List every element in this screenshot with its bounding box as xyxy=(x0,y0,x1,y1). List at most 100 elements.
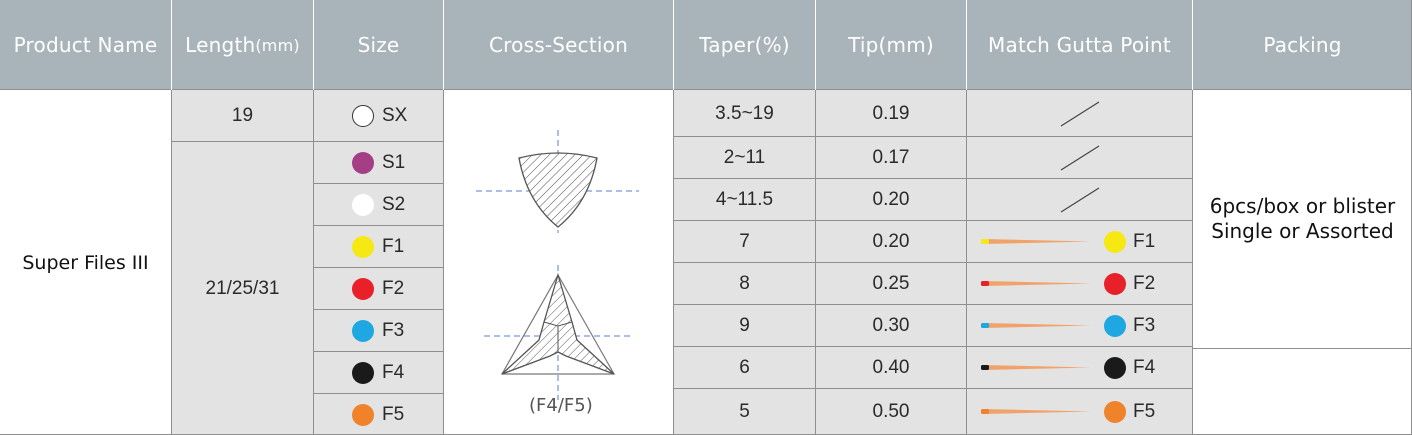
taper-value: 5 xyxy=(739,401,750,422)
tip-value: 0.30 xyxy=(872,314,910,336)
size-cell: F3 xyxy=(314,310,443,351)
tip-value: 0.50 xyxy=(872,401,910,422)
gutta-color-band xyxy=(981,322,989,328)
row-divider xyxy=(674,220,1192,221)
tip-value: 0.20 xyxy=(872,230,910,252)
tip-value: 0.20 xyxy=(872,188,910,210)
tip-cell: 0.20 xyxy=(816,179,966,220)
triangle-outline xyxy=(500,273,616,375)
tip-cell: 0.50 xyxy=(816,389,966,435)
taper-value: 3.5~19 xyxy=(715,102,774,124)
taper-cell: 4~11.5 xyxy=(674,179,815,220)
row-divider xyxy=(314,267,443,268)
gutta-cell: F1 xyxy=(967,221,1192,262)
gutta-cell xyxy=(967,179,1192,220)
tip-value: 0.19 xyxy=(872,102,910,124)
tip-cell: 0.17 xyxy=(816,137,966,178)
taper-value: 2~11 xyxy=(723,146,766,168)
header-packing: Packing xyxy=(1193,0,1412,90)
size-label: F1 xyxy=(382,235,405,257)
taper-cell: 2~11 xyxy=(674,137,815,178)
row-divider xyxy=(674,136,1192,137)
size-color-dot xyxy=(352,193,374,216)
size-label: F3 xyxy=(382,319,405,341)
gutta-color-dot xyxy=(1104,272,1126,295)
gutta-color-band xyxy=(981,364,989,370)
tip-cell: 0.25 xyxy=(816,263,966,304)
gutta-point: F4 xyxy=(979,356,1155,379)
row-divider xyxy=(674,178,1192,179)
gutta-label: F1 xyxy=(1133,230,1156,252)
gutta-color-dot xyxy=(1104,401,1126,423)
taper-cell: 5 xyxy=(674,389,815,435)
gutta-point-cone xyxy=(981,238,1091,244)
size-color-dot xyxy=(352,277,374,300)
taper-value: 7 xyxy=(739,230,750,252)
header-length: Length (mm) xyxy=(172,0,313,90)
tip-cell: 0.20 xyxy=(816,221,966,262)
size-cell: SX xyxy=(314,90,443,141)
header-tip: Tip(mm) xyxy=(816,0,966,90)
gutta-point: F2 xyxy=(979,272,1155,295)
packing-line-2: Single or Assorted xyxy=(1211,219,1394,243)
size-cell: S1 xyxy=(314,142,443,183)
gutta-cell: F2 xyxy=(967,263,1192,304)
length-cell-21-25-31: 21/25/31 xyxy=(172,142,313,435)
row-divider xyxy=(674,388,1192,389)
tip-value: 0.25 xyxy=(872,272,910,294)
gutta-point-cone xyxy=(981,280,1091,286)
packing-line-1: 6pcs/box or blister xyxy=(1209,194,1396,218)
row-divider xyxy=(314,351,443,352)
gutta-cone-body xyxy=(983,364,1091,370)
size-label: S2 xyxy=(382,193,406,215)
row-divider xyxy=(674,262,1192,263)
size-cell: F2 xyxy=(314,268,443,309)
gutta-label: F4 xyxy=(1133,356,1156,378)
size-color-dot xyxy=(352,104,374,127)
size-cell: F4 xyxy=(314,352,443,393)
tip-cell: 0.19 xyxy=(816,90,966,137)
taper-cell: 9 xyxy=(674,305,815,346)
gutta-label: F5 xyxy=(1133,401,1156,422)
gutta-label: F3 xyxy=(1133,314,1156,336)
convex-triangle-section xyxy=(518,152,598,228)
not-applicable-slash xyxy=(1060,100,1099,127)
tip-value: 0.40 xyxy=(872,356,910,378)
header-taper: Taper(%) xyxy=(674,0,815,90)
size-label: F2 xyxy=(382,277,405,299)
gutta-label: F2 xyxy=(1133,272,1156,294)
gutta-color-band xyxy=(981,409,989,414)
gutta-point: F1 xyxy=(979,230,1155,253)
taper-cell: 7 xyxy=(674,221,815,262)
row-divider xyxy=(674,346,1192,347)
size-label: F5 xyxy=(382,403,405,425)
cross-section-caption: (F4/F5) xyxy=(529,395,593,416)
row-divider xyxy=(314,393,443,394)
gutta-color-band xyxy=(981,238,989,244)
header-product-name: Product Name xyxy=(0,0,171,90)
length-cell-19: 19 xyxy=(172,90,313,141)
taper-value: 4~11.5 xyxy=(715,188,774,210)
row-divider xyxy=(314,183,443,184)
gutta-color-band xyxy=(981,280,989,286)
gutta-point-cone xyxy=(981,322,1091,328)
size-cell: F5 xyxy=(314,394,443,435)
cross-section-diagram xyxy=(476,130,639,400)
not-applicable-slash xyxy=(1060,144,1099,171)
size-color-dot xyxy=(352,403,374,426)
gutta-cell xyxy=(967,137,1192,178)
header-match-gutta-point: Match Gutta Point xyxy=(967,0,1192,90)
taper-value: 9 xyxy=(739,314,750,336)
not-applicable-slash xyxy=(1060,186,1099,213)
size-label: SX xyxy=(382,104,408,126)
gutta-color-dot xyxy=(1104,314,1126,337)
row-divider xyxy=(674,304,1192,305)
size-color-dot xyxy=(352,319,374,342)
gutta-cell: F5 xyxy=(967,389,1192,435)
taper-value: 8 xyxy=(739,272,750,294)
gutta-point-cone xyxy=(981,409,1091,414)
header-size: Size xyxy=(314,0,443,90)
packing-cell: 6pcs/box or blister Single or Assorted xyxy=(1193,90,1412,348)
gutta-cell: F4 xyxy=(967,347,1192,388)
